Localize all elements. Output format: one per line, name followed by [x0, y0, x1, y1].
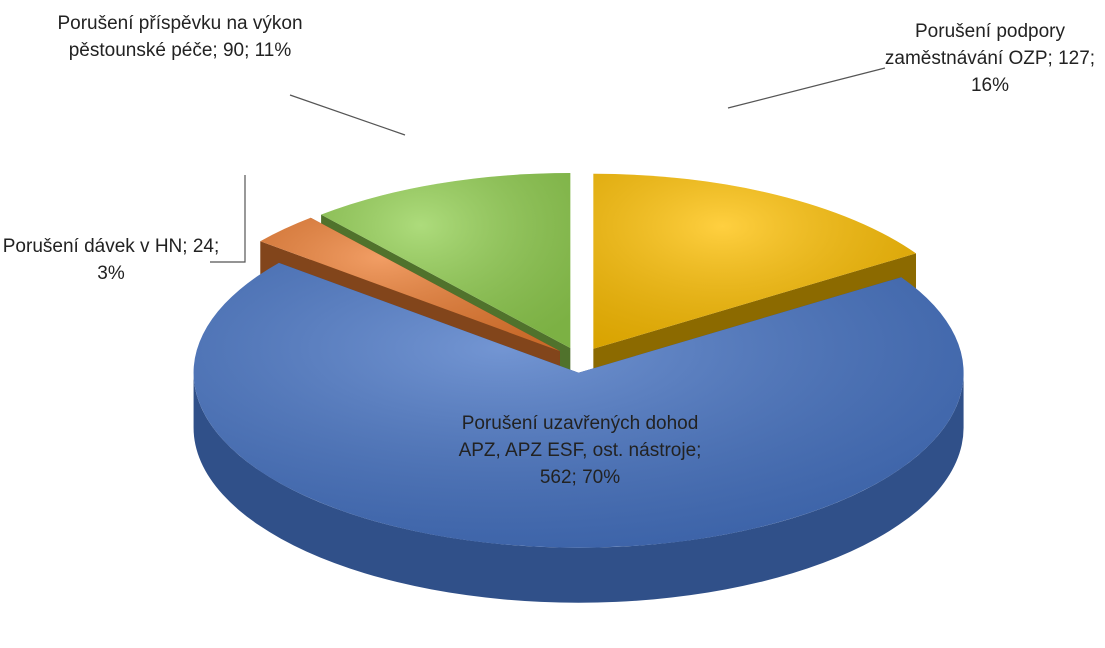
slice-shine	[260, 217, 560, 352]
slice-shine	[593, 173, 917, 349]
slice-shine	[193, 262, 964, 548]
data-label: Porušení podpory zaměstnávání OZP; 127; …	[884, 21, 1096, 96]
leader-line	[210, 175, 246, 263]
leader-line	[289, 94, 406, 136]
data-label: Porušení uzavřených dohod APZ, APZ ESF, …	[458, 413, 702, 488]
slice-shine	[321, 173, 571, 349]
slice	[193, 262, 964, 603]
leader-line	[727, 67, 886, 109]
data-label: Porušení dávek v HN; 24; 3%	[2, 236, 220, 284]
slice-wall	[193, 372, 964, 603]
data-label: Porušení příspěvku na výkon pěstounské p…	[57, 13, 303, 61]
